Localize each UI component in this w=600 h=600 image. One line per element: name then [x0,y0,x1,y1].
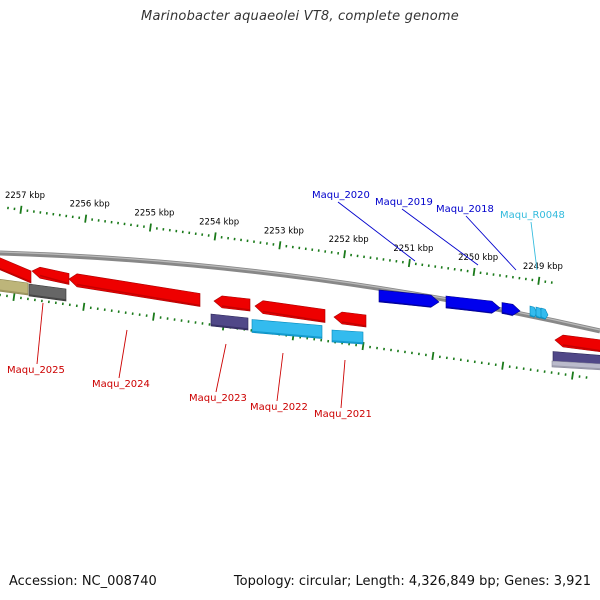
leader-line [337,201,416,262]
feature-block [251,319,323,339]
leader-line [340,359,346,409]
inner-tick [571,371,574,380]
leader-line [401,208,479,266]
leader-line [276,352,284,402]
gene-arrow [501,302,521,317]
feature-block [0,278,29,296]
leader-line [465,215,517,271]
gene-arrow [554,334,600,353]
outer-tick [278,241,282,250]
leader-line [118,329,128,379]
gene-arrow [333,311,367,328]
tick-label-2249: 2249 kbp [523,262,563,272]
tick-label-2250: 2250 kbp [458,253,498,263]
gene-layer [0,257,600,371]
feature-block [210,313,249,331]
outer-tick [407,258,411,268]
inner-tick [152,312,156,321]
inner-tick [501,361,505,370]
outer-tick [343,250,347,259]
tick-label-2252: 2252 kbp [329,235,369,245]
outer-tick [537,276,541,285]
feature-block [331,329,364,345]
gene-label-maqu_2020: Maqu_2020 [312,190,370,201]
tick-label-2255: 2255 kbp [134,209,174,219]
feature-block [551,360,600,371]
gene-arrow [31,266,70,285]
feature-block [28,283,67,302]
gene-arrow [378,289,440,308]
tick-label-2256: 2256 kbp [70,200,110,210]
gene-label-maqu_2018: Maqu_2018 [436,204,494,215]
gene-arrow [0,257,32,284]
outer-tick [148,223,152,232]
leader-line [36,302,44,365]
gene-arrow [445,295,501,314]
gene-label-maqu_2023: Maqu_2023 [189,393,247,404]
accession-text: Accession: NC_008740 [9,574,157,589]
leader-line [215,343,227,393]
tick-label-2253: 2253 kbp [264,226,304,236]
gene-label-maqu_2021: Maqu_2021 [314,409,372,420]
inner-tick [361,341,365,351]
inner-tick [431,351,435,360]
inner-tick [82,302,86,311]
gene-arrow [254,300,326,323]
map-title: Marinobacter aquaeolei VT8, complete gen… [141,9,459,24]
tick-label-2251: 2251 kbp [393,244,433,254]
genome-summary: Topology: circular; Length: 4,326,849 bp… [233,574,591,589]
gene-label-maqu_2019: Maqu_2019 [375,197,433,208]
outer-tick [472,267,476,276]
rna-gene-arrow [540,307,549,320]
tick-label-2257: 2257 kbp [5,191,45,201]
gene-label-maqu_2022: Maqu_2022 [250,402,308,413]
outer-tick [84,214,88,223]
inner-tick [12,292,16,302]
outer-tick [19,205,23,214]
genome-backbone [0,250,600,334]
gene-arrow [68,273,201,307]
tick-label-2254: 2254 kbp [199,217,239,227]
outer-tick [213,232,217,241]
leader-line [530,221,538,271]
gene-label-maqu_r0048: Maqu_R0048 [500,210,565,221]
gene-arrow [213,295,251,312]
gene-label-maqu_2025: Maqu_2025 [7,365,65,376]
gene-label-maqu_2024: Maqu_2024 [92,379,150,390]
rna-gene-arrow [529,305,538,318]
